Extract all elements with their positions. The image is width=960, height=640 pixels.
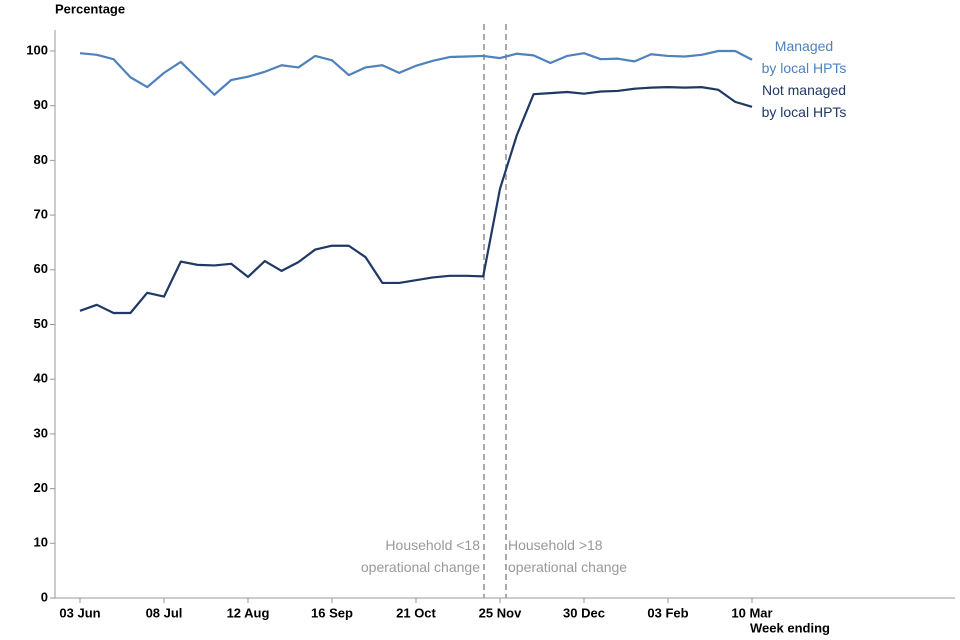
x-tick-label: 30 Dec <box>563 605 605 620</box>
y-tick-label: 100 <box>26 42 48 57</box>
y-tick-label: 70 <box>34 207 48 222</box>
x-tick-label: 08 Jul <box>146 605 183 620</box>
annotation: Household >18 operational change <box>508 537 628 575</box>
series-line <box>79 49 753 96</box>
legend-label: Managed by local HPTs <box>761 38 847 76</box>
x-tick-label: 03 Jun <box>59 605 100 620</box>
legend-label: Not managed by local HPTs <box>761 82 847 120</box>
y-tick-label: 90 <box>34 97 48 112</box>
x-tick-label: 10 Mar <box>731 605 772 620</box>
series-line <box>79 86 753 315</box>
y-tick-label: 20 <box>34 480 48 495</box>
y-tick-label: 40 <box>34 371 48 386</box>
y-tick-label: 50 <box>34 316 48 331</box>
annotation: Household <18 operational change <box>360 537 480 575</box>
x-tick-label: 03 Feb <box>647 605 688 620</box>
x-tick-label: 25 Nov <box>479 605 522 620</box>
y-tick-label: 60 <box>34 261 48 276</box>
x-axis-label: Week ending <box>750 620 830 635</box>
y-tick-label: 30 <box>34 425 48 440</box>
y-tick-label: 80 <box>34 152 48 167</box>
x-tick-label: 16 Sep <box>311 605 353 620</box>
x-tick-label: 12 Aug <box>227 605 270 620</box>
y-axis-label: Percentage <box>55 1 125 16</box>
y-tick-label: 10 <box>34 535 48 550</box>
x-tick-label: 21 Oct <box>396 605 436 620</box>
y-tick-label: 0 <box>41 589 48 604</box>
